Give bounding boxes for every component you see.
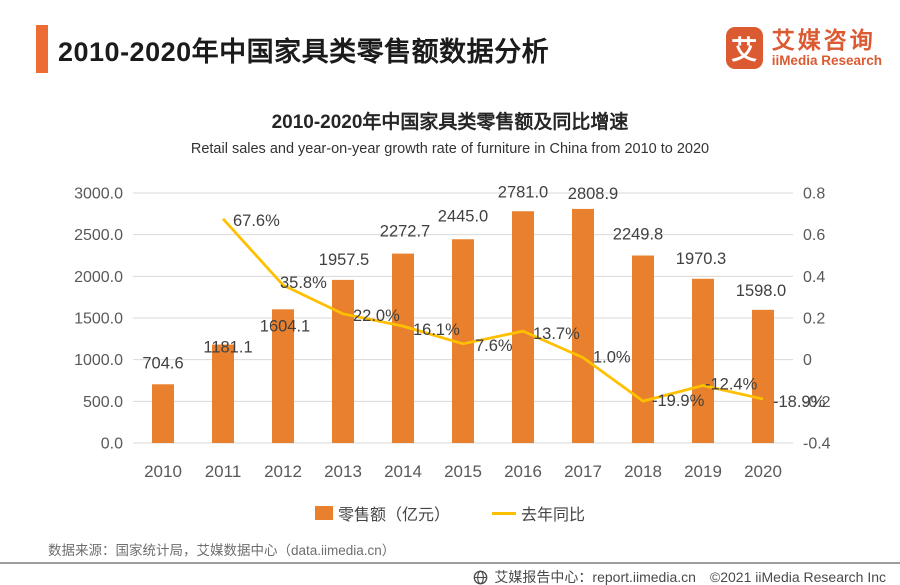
logo-name-en: iiMedia Research [771,53,882,68]
bar-2013 [332,279,354,443]
x-axis-label-2017: 2017 [564,462,602,481]
line-label-2013: 22.0% [353,307,400,325]
bar-2014 [392,253,414,443]
yoy-line [221,217,764,403]
chart-title: 2010-2020年中国家具类零售额及同比增速 [271,112,629,133]
legend-label-yoy: 去年同比 [521,507,586,524]
x-axis-label-2016: 2016 [504,462,542,481]
line-label-2011: 67.6% [233,212,280,230]
left-axis-tick: 1000.0 [74,352,123,369]
left-axis-tick: 500.0 [83,394,123,411]
left-axis-tick: 2000.0 [74,269,123,286]
bar-label-2012: 1604.1 [260,317,310,335]
left-axis-tick: 1500.0 [74,311,123,328]
bar-label-2013: 1957.5 [319,251,369,269]
bar-label-2017: 2808.9 [568,185,618,203]
line-label-2012: 35.8% [280,274,327,292]
data-source-note: 数据来源：国家统计局，艾媒数据中心（data.iimedia.cn） [48,543,396,558]
right-axis-tick: -0.2 [803,394,831,411]
x-axis-label-2020: 2020 [744,462,782,481]
legend-line-yoy [492,511,516,515]
title-accent-bar [36,25,48,73]
bar-label-2010: 704.6 [142,354,183,372]
bar-2020 [752,309,774,443]
right-axis-tick: 0.2 [803,311,825,328]
x-axis-label-2018: 2018 [624,462,662,481]
left-axis-tick: 0.0 [101,436,123,453]
x-axis-label-2012: 2012 [264,462,302,481]
x-axis-label-2010: 2010 [144,462,182,481]
bar-2010 [152,384,174,443]
x-axis-label-2019: 2019 [684,462,722,481]
right-axis-tick: -0.4 [803,436,831,453]
bar-label-2015: 2445.0 [438,207,488,225]
line-label-2017: 1.0% [593,349,631,367]
left-axis-tick: 3000.0 [74,186,123,203]
left-axis-tick: 2500.0 [74,227,123,244]
bar-label-2011: 1181.1 [203,339,252,357]
iimedia-logo: 艾 艾媒咨询 iiMedia Research [725,27,882,69]
chart-canvas: 3000.0 2500.0 2000.0 1500.0 1000.0 500.0 0.0 0.… [74,183,831,481]
right-axis-tick: 0.4 [803,269,825,286]
line-label-2014: 16.1% [413,321,460,339]
globe-icon [473,570,488,585]
bar-label-2014: 2272.7 [380,223,430,241]
bar-label-2020: 1598.0 [736,282,786,300]
legend-label-sales: 零售额（亿元） [337,507,450,524]
line-label-2016: 13.7% [533,325,580,343]
legend-item-yoy: 去年同比 [492,501,585,525]
line-label-2020: -18.9% [773,393,826,411]
x-axis-label-2014: 2014 [384,462,422,481]
bar-2019 [692,278,714,443]
right-axis-tick: 0 [803,352,812,369]
line-label-2015: 7.6% [475,337,513,355]
bar-label-2019: 1970.3 [676,250,726,268]
bar-2018 [632,255,654,443]
bar-2011 [212,344,234,443]
logo-name-cn: 艾媒咨询 [771,27,876,53]
page-title: 2010-2020年中国家具类零售额数据分析 [58,37,550,67]
line-label-2018: -19.9% [652,392,705,410]
report-center-note: 艾媒报告中心：report.iimedia.cn ©2021 iiMedia R… [473,567,886,585]
chart-subtitle: Retail sales and year-on-year growth rat… [190,141,710,157]
bar-label-2018: 2249.8 [613,226,663,244]
chart-legend: 零售额（亿元） 去年同比 [0,501,900,525]
copyright-text: ©2021 iiMedia Research Inc [709,569,886,585]
legend-item-sales: 零售额（亿元） [314,501,450,525]
line-label-2019: -12.4% [705,376,758,394]
legend-swatch-sales [314,506,333,520]
report-center-text: 艾媒报告中心：report.iimedia.cn [494,569,696,585]
bar-2017 [572,208,594,443]
x-axis-label-2011: 2011 [205,462,242,481]
x-axis-label-2013: 2013 [324,462,362,481]
iimedia-logo-icon: 艾 [725,27,763,69]
bar-2015 [452,239,474,443]
bar-2012 [272,309,294,443]
right-axis-tick: 0.8 [803,186,825,203]
bar-2016 [512,211,534,443]
x-axis-label-2015: 2015 [444,462,482,481]
bottom-divider [0,562,900,564]
bar-label-2016: 2781.0 [498,183,548,201]
right-axis-tick: 0.6 [803,227,825,244]
